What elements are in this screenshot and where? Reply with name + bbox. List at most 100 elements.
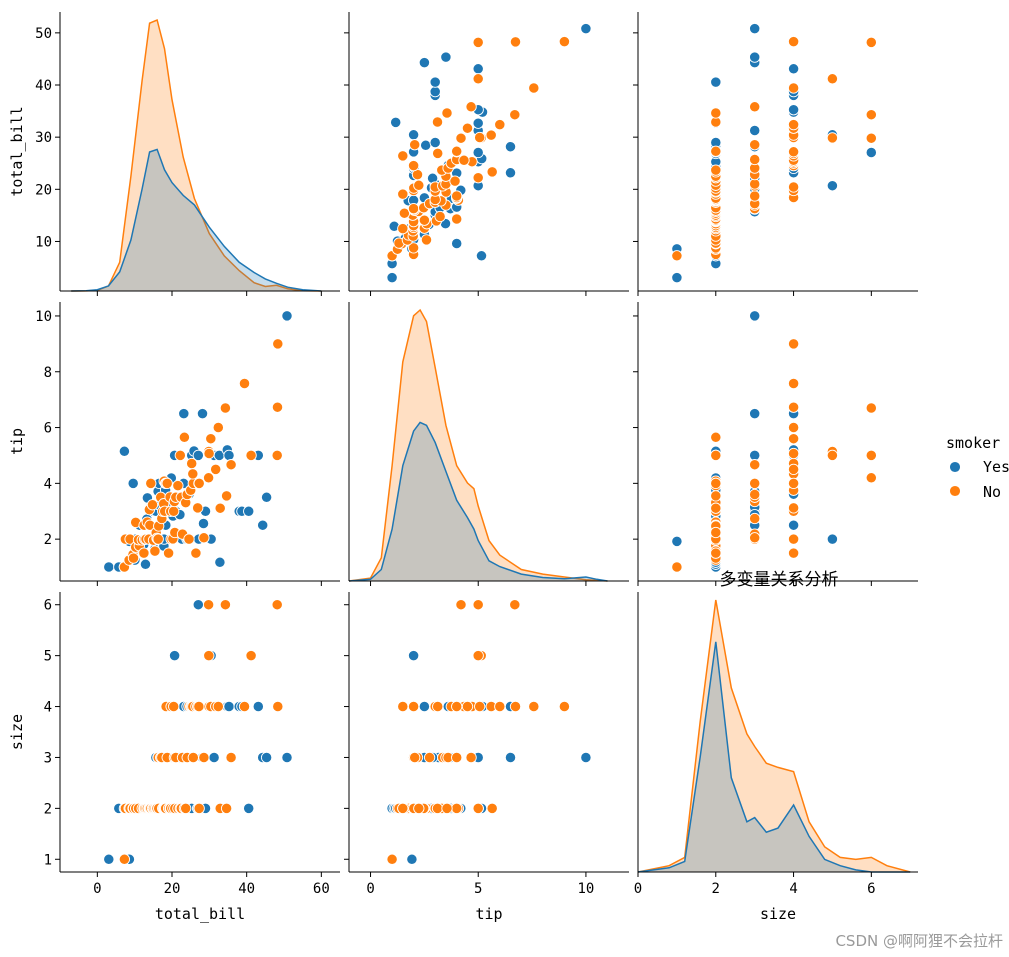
point-no-tip-size (787, 477, 800, 490)
point-no-total_bill-tip (397, 188, 409, 200)
point-no-tip-size (787, 502, 800, 514)
y-tick-label: 4 (44, 476, 52, 492)
point-no-total_bill-size (826, 73, 839, 85)
point-no-size-tip (558, 700, 571, 713)
point-no-size-tip (386, 853, 398, 865)
point-no-tip-total_bill (168, 505, 180, 517)
point-no-tip-total_bill (190, 547, 202, 559)
point-no-total_bill-tip (407, 159, 420, 172)
point-no-tip-total_bill (127, 552, 140, 564)
point-no-size-total_bill (219, 599, 232, 611)
point-no-total_bill-size (749, 178, 761, 190)
point-yes-size-tip (504, 751, 517, 764)
point-no-tip-size (865, 449, 877, 462)
point-no-total_bill-tip (451, 213, 463, 225)
point-no-size-tip (451, 751, 463, 764)
point-no-total_bill-tip (397, 150, 409, 162)
point-no-tip-size (710, 547, 722, 559)
point-yes-total_bill-size (749, 51, 761, 63)
point-no-tip-total_bill (202, 472, 215, 484)
x-tick-label: 40 (238, 881, 255, 897)
point-no-size-tip (486, 802, 498, 815)
point-yes-total_bill-tip (429, 76, 441, 88)
point-no-size-tip (509, 599, 521, 611)
point-yes-size-total_bill (192, 599, 204, 611)
point-no-tip-size (710, 431, 722, 443)
y-tick-label: 6 (44, 421, 52, 437)
point-no-total_bill-size (749, 153, 761, 166)
point-no-tip-total_bill (172, 479, 184, 492)
point-no-size-total_bill (198, 751, 210, 764)
point-no-total_bill-size (865, 109, 877, 121)
y-tick-label: 10 (35, 234, 52, 250)
point-yes-total_bill-tip (580, 22, 592, 35)
point-no-size-tip (451, 802, 463, 815)
point-no-size-tip (397, 700, 409, 713)
point-no-total_bill-tip (397, 222, 409, 235)
point-yes-total_bill-size (826, 180, 839, 192)
x-tick-label: 4 (789, 881, 797, 897)
point-no-tip-total_bill (162, 547, 175, 559)
point-no-total_bill-tip (455, 132, 467, 144)
panel-tip-vs-size (633, 302, 918, 586)
point-no-size-total_bill (187, 751, 199, 764)
point-no-size-total_bill (168, 700, 180, 713)
y-axis-label-total_bill: total_bill (8, 106, 26, 196)
y-tick-label: 6 (44, 598, 52, 614)
point-no-total_bill-tip (449, 175, 461, 187)
legend-no-label: No (983, 483, 1001, 501)
point-yes-total_bill-tip (504, 167, 517, 179)
kde-line-no-total_bill (71, 18, 322, 292)
point-no-tip-total_bill (210, 463, 222, 476)
point-no-total_bill-size (749, 190, 761, 202)
point-no-size-total_bill (193, 802, 205, 815)
panel-total_bill-vs-tip (344, 12, 629, 296)
point-no-total_bill-tip (485, 129, 497, 141)
point-no-tip-size (787, 401, 800, 413)
panel-total_bill-vs-total_bill: 10 20 30 40 50 total_bill (8, 12, 340, 296)
point-no-tip-total_bill (149, 545, 161, 557)
chart-title: 多变量关系分析 (720, 570, 839, 590)
watermark: CSDN @啊阿狸不会拉杆 (835, 932, 1003, 950)
x-axis-label-total_bill: total_bill (155, 905, 245, 923)
point-no-total_bill-tip (409, 139, 421, 151)
legend-yes-marker (949, 461, 961, 473)
point-no-size-tip (431, 802, 444, 815)
point-no-tip-total_bill (192, 502, 204, 514)
point-no-total_bill-tip (451, 145, 463, 157)
point-yes-tip-total_bill (257, 519, 269, 531)
point-yes-total_bill-tip (386, 271, 398, 284)
point-no-total_bill-size (787, 146, 800, 158)
point-no-total_bill-tip (558, 35, 571, 48)
y-tick-label: 4 (44, 700, 52, 716)
legend-title: smoker (946, 434, 1000, 452)
point-yes-size-tip (418, 700, 431, 713)
point-yes-total_bill-tip (472, 63, 484, 75)
kde-line-yes-total_bill (71, 148, 322, 292)
point-no-total_bill-tip (432, 147, 444, 160)
point-no-size-tip (413, 802, 425, 815)
point-yes-total_bill-size (671, 271, 683, 284)
point-yes-total_bill-tip (472, 146, 484, 159)
point-no-tip-total_bill (245, 449, 257, 462)
point-no-total_bill-tip (486, 166, 498, 178)
point-no-size-tip (451, 700, 463, 713)
point-no-tip-size (710, 449, 722, 462)
y-tick-label: 1 (44, 852, 52, 868)
point-no-total_bill-tip (407, 242, 420, 254)
point-no-tip-size (787, 463, 800, 476)
x-tick-label: 0 (634, 881, 642, 897)
point-no-total_bill-tip (472, 36, 484, 49)
point-no-total_bill-size (749, 101, 761, 113)
point-no-tip-total_bill (220, 490, 233, 502)
point-no-tip-size (710, 490, 722, 502)
x-tick-label: 10 (577, 881, 594, 897)
point-yes-tip-total_bill (214, 556, 226, 568)
y-tick-label: 2 (44, 801, 52, 817)
kde-line-no-size (637, 599, 911, 873)
point-no-tip-total_bill (146, 499, 159, 511)
point-yes-total_bill-size (787, 104, 800, 116)
point-yes-total_bill-tip (440, 51, 452, 63)
